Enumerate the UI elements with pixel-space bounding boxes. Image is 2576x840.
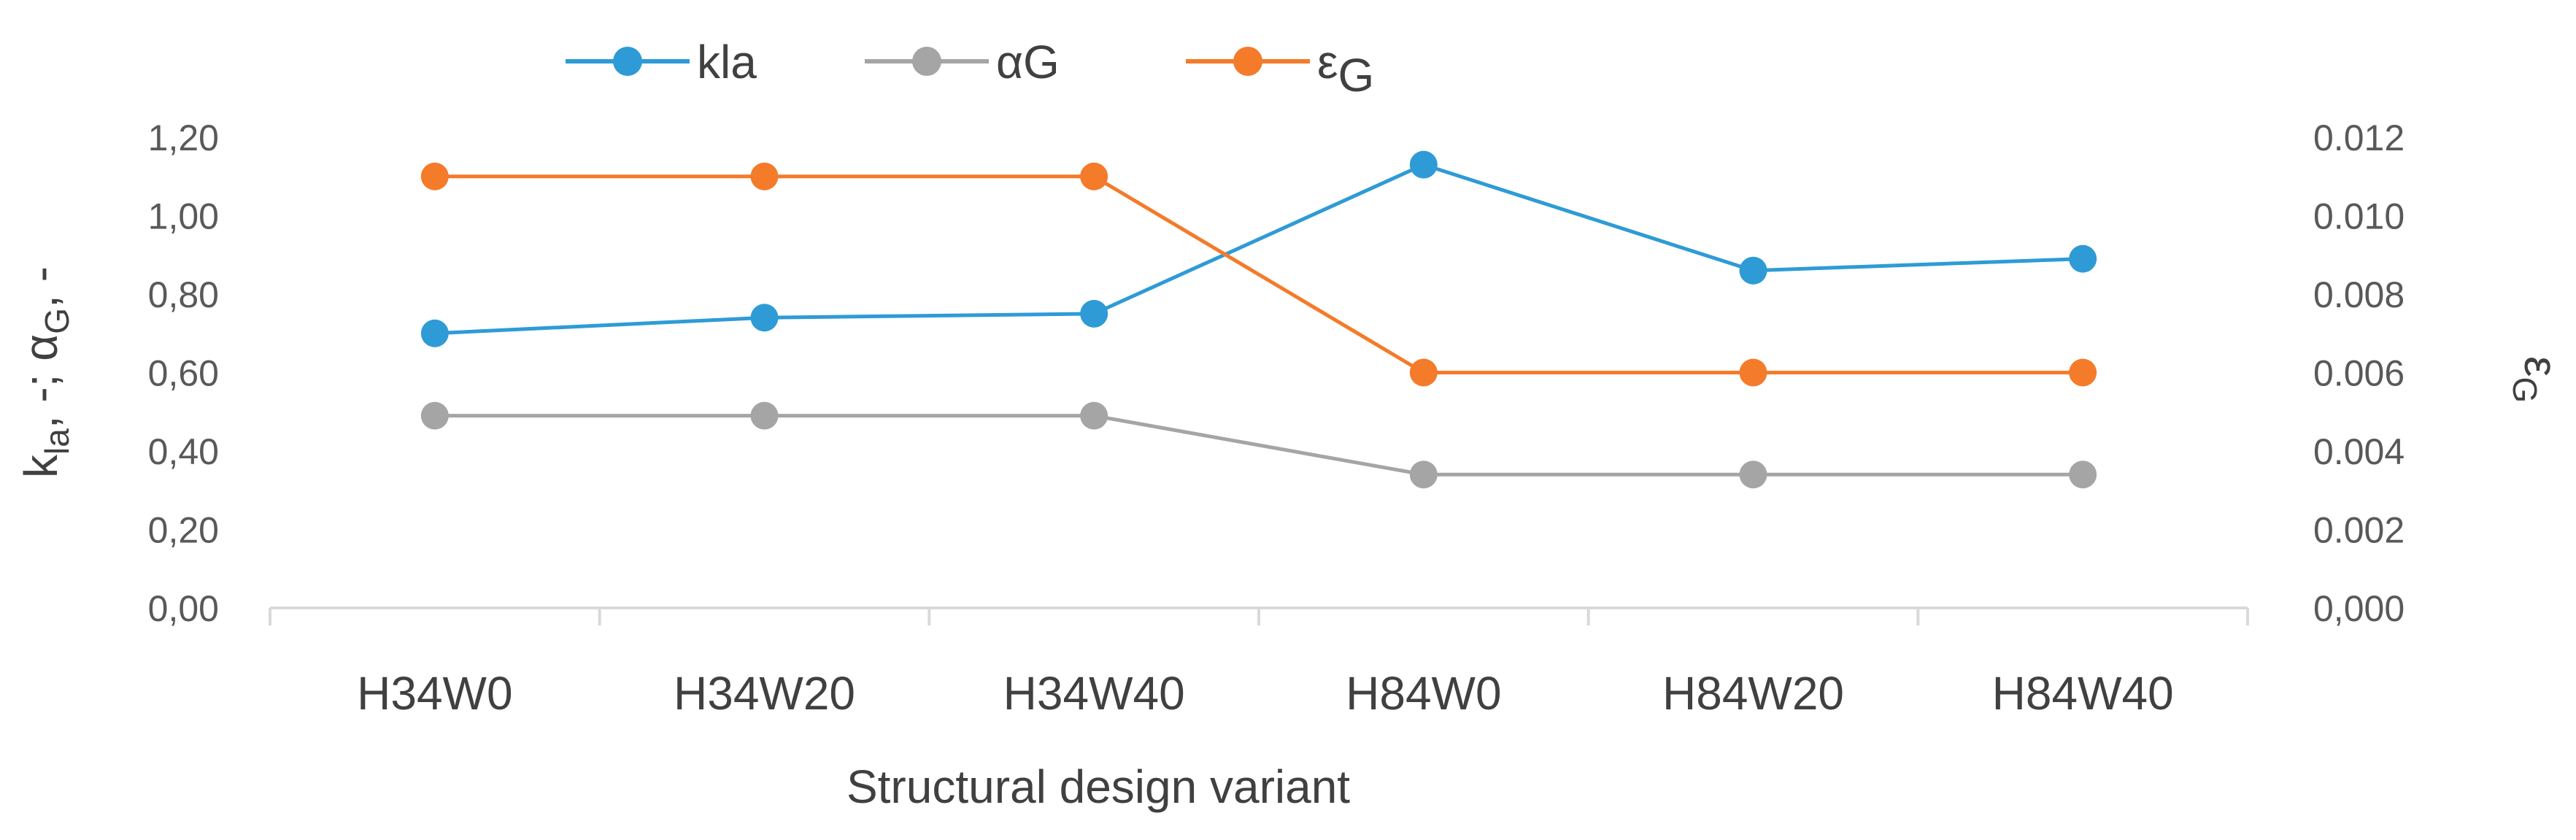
- data-point-epsilong[interactable]: [1080, 162, 1108, 190]
- y-tick-label: 0,00: [148, 588, 219, 629]
- legend-item-alphag[interactable]: αG: [865, 36, 1060, 88]
- legend-marker-kla: [613, 47, 642, 76]
- data-point-epsilong[interactable]: [2069, 358, 2097, 387]
- legend-label-epsilong: εG: [1317, 36, 1374, 101]
- y-tick-label: 0,60: [148, 353, 219, 394]
- data-point-alphag[interactable]: [420, 401, 449, 430]
- x-category-label: H34W20: [674, 667, 855, 720]
- data-point-epsilong[interactable]: [1739, 358, 1767, 387]
- y2-tick-label: 0.008: [2313, 274, 2405, 315]
- x-axis-title: Structural design variant: [847, 760, 1350, 813]
- legend-label-alphag: αG: [996, 36, 1060, 88]
- data-point-alphag[interactable]: [750, 401, 779, 430]
- data-point-alphag[interactable]: [1080, 401, 1108, 430]
- data-point-kla[interactable]: [1080, 299, 1108, 328]
- y-axis-title: kla, -; αG, -: [15, 266, 76, 478]
- data-point-kla[interactable]: [1409, 150, 1438, 179]
- x-category-label: H34W0: [357, 667, 512, 720]
- y-tick-label: 0,40: [148, 431, 219, 472]
- data-point-alphag[interactable]: [2069, 461, 2097, 489]
- y-tick-label: 1,00: [148, 196, 219, 237]
- series-line-epsilong: [434, 174, 2083, 374]
- series-line-kla: [434, 162, 2083, 336]
- y-axis-ticks: 0,00 0,20 0,40 0,60 0,80 1,00 1,20: [148, 117, 219, 629]
- data-point-kla[interactable]: [1739, 256, 1767, 285]
- x-category-label: H84W40: [1992, 667, 2174, 720]
- y-tick-label: 1,20: [148, 117, 219, 158]
- legend: kla αG εG: [566, 36, 1374, 101]
- y2-tick-label: 0.006: [2313, 353, 2405, 394]
- legend-marker-alphag: [912, 47, 941, 76]
- data-point-epsilong[interactable]: [750, 162, 779, 190]
- data-point-kla[interactable]: [750, 304, 779, 332]
- legend-item-epsilong[interactable]: εG: [1186, 36, 1374, 101]
- legend-marker-epsilong: [1233, 47, 1262, 76]
- series-layer: [420, 150, 2097, 489]
- y2-tick-label: 0.012: [2313, 117, 2405, 158]
- x-category-label: H34W40: [1003, 667, 1185, 720]
- y2-tick-label: 0.010: [2313, 196, 2405, 237]
- legend-label-kla: kla: [697, 36, 757, 88]
- series-line-alphag: [434, 414, 2083, 477]
- x-category-label: H84W0: [1346, 667, 1501, 720]
- x-axis-categories: H34W0 H34W20 H34W40 H84W0 H84W20 H84W40: [357, 667, 2174, 720]
- data-point-epsilong[interactable]: [1409, 358, 1438, 387]
- y2-tick-label: 0.004: [2313, 431, 2405, 472]
- y-tick-label: 0,80: [148, 274, 219, 315]
- data-point-kla[interactable]: [420, 319, 449, 347]
- data-point-kla[interactable]: [2069, 244, 2097, 273]
- y2-tick-label: 0,000: [2313, 588, 2405, 629]
- axes: [269, 606, 2249, 625]
- data-point-alphag[interactable]: [1739, 461, 1767, 489]
- legend-item-kla[interactable]: kla: [566, 36, 757, 88]
- y-tick-label: 0,20: [148, 510, 219, 551]
- x-category-label: H84W20: [1662, 667, 1844, 720]
- y2-tick-label: 0.002: [2313, 510, 2405, 551]
- y2-axis-title: εG: [2506, 356, 2567, 403]
- data-point-alphag[interactable]: [1409, 461, 1438, 489]
- y2-axis-ticks: 0,000 0.002 0.004 0.006 0.008 0.010 0.012: [2313, 117, 2405, 629]
- data-point-epsilong[interactable]: [420, 162, 449, 190]
